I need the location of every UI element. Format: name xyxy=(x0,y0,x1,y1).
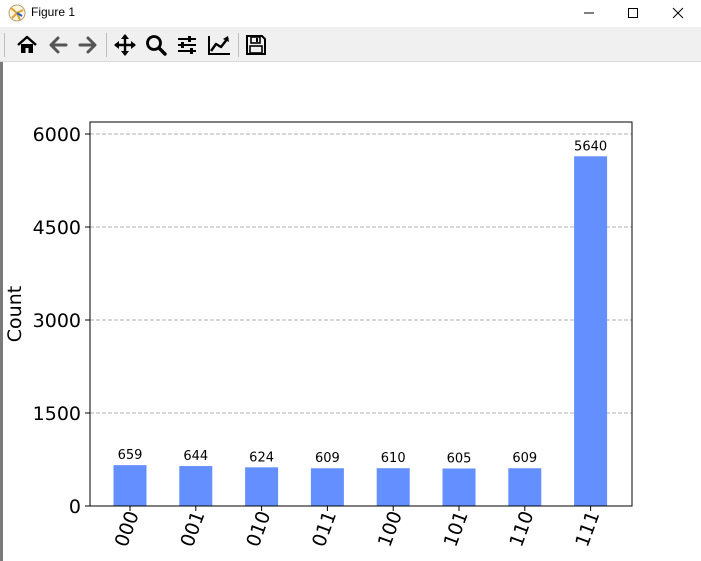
data-label-100: 610 xyxy=(381,451,406,466)
back-button[interactable] xyxy=(45,32,71,58)
forward-button[interactable] xyxy=(75,32,101,58)
data-label-000: 659 xyxy=(118,448,143,463)
navigation-toolbar xyxy=(0,27,701,62)
minimize-button[interactable] xyxy=(566,0,612,26)
x-tick-label: 111 xyxy=(571,508,604,550)
y-tick-label: 4500 xyxy=(33,217,81,239)
close-icon xyxy=(672,7,684,19)
x-tick-label: 101 xyxy=(440,508,473,550)
arrow-left-icon xyxy=(49,36,68,54)
move-icon xyxy=(114,34,136,56)
floppy-disk-icon xyxy=(246,35,266,55)
bar-101 xyxy=(442,468,476,506)
x-tick-label: 000 xyxy=(111,508,144,550)
x-tick-label: 100 xyxy=(374,508,407,550)
bar-011 xyxy=(310,468,344,506)
home-icon xyxy=(17,35,37,53)
data-label-110: 609 xyxy=(512,451,537,466)
bar-001 xyxy=(179,466,213,506)
minimize-icon xyxy=(584,12,594,14)
y-axis-label: Count xyxy=(4,286,26,342)
subplots-button[interactable] xyxy=(174,32,200,58)
close-button[interactable] xyxy=(655,0,701,26)
bar-100 xyxy=(376,468,410,506)
arrow-right-icon xyxy=(78,36,97,54)
bar-chart: 659 644 624 609 610 605 609 5640 0 1500 3000 4500 60… xyxy=(4,121,633,550)
bar-111 xyxy=(574,156,608,506)
x-tick-label: 001 xyxy=(176,508,209,550)
save-button[interactable] xyxy=(243,32,269,58)
data-label-111: 5640 xyxy=(574,139,607,154)
window-titlebar: Figure 1 xyxy=(0,0,701,26)
home-button[interactable] xyxy=(14,32,40,58)
maximize-button[interactable] xyxy=(610,0,656,26)
matplotlib-app-icon xyxy=(8,4,26,22)
window-left-edge xyxy=(0,62,3,561)
y-tick-label: 3000 xyxy=(33,310,81,332)
y-tick-label: 1500 xyxy=(33,403,81,425)
window-title: Figure 1 xyxy=(31,5,76,19)
toolbar-separator xyxy=(106,33,107,57)
pan-button[interactable] xyxy=(112,32,138,58)
bar-010 xyxy=(245,467,279,506)
line-chart-icon xyxy=(208,36,230,55)
maximize-icon xyxy=(628,8,638,18)
sliders-icon xyxy=(178,36,196,54)
data-label-101: 605 xyxy=(447,451,472,466)
toolbar-separator xyxy=(238,33,239,57)
axes-frame xyxy=(89,121,633,507)
bar-000 xyxy=(113,465,147,506)
bar-110 xyxy=(508,468,542,506)
x-tick-label: 110 xyxy=(505,508,538,550)
zoom-button[interactable] xyxy=(143,32,169,58)
edit-axes-button[interactable] xyxy=(205,32,231,58)
data-label-011: 609 xyxy=(315,451,340,466)
toolbar-grip xyxy=(4,33,5,57)
y-tick-label: 0 xyxy=(69,496,81,518)
data-label-001: 644 xyxy=(183,449,208,464)
y-tick-label: 6000 xyxy=(33,124,81,146)
x-tick-label: 010 xyxy=(242,508,275,550)
magnifier-icon xyxy=(146,35,167,56)
x-tick-label: 011 xyxy=(308,508,341,550)
data-label-010: 624 xyxy=(249,450,274,465)
